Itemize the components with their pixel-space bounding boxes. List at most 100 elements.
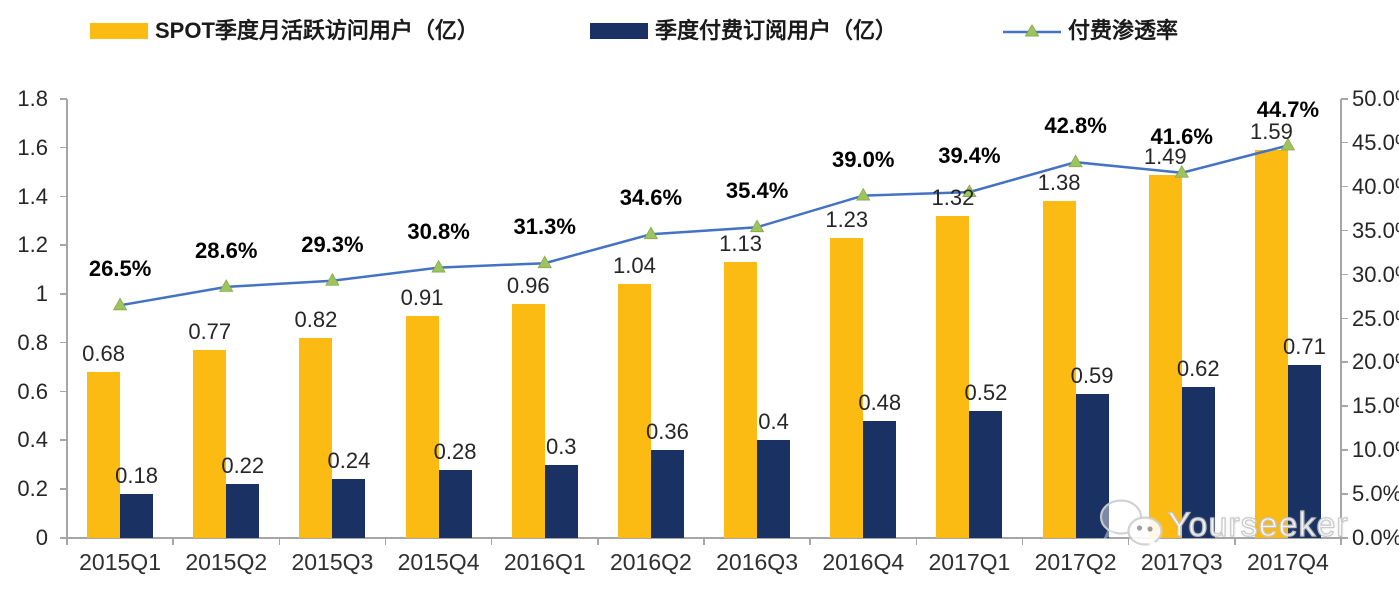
y-axis-right-tick-mark bbox=[1341, 449, 1348, 451]
subscriber-bar bbox=[1075, 394, 1109, 538]
wechat-icon bbox=[1099, 499, 1163, 549]
penetration-rate-label: 34.6% bbox=[619, 185, 683, 211]
y-axis-left-tick-label: 1.8 bbox=[17, 86, 48, 111]
x-axis-tick-label: 2015Q2 bbox=[185, 549, 268, 575]
mau-bar-label: 1.32 bbox=[931, 185, 975, 211]
penetration-rate-label: 28.6% bbox=[195, 237, 258, 263]
penetration-marker bbox=[643, 226, 659, 240]
y-axis-left-tick-mark bbox=[60, 390, 67, 393]
y-axis-left-tick-mark bbox=[60, 146, 67, 149]
subscriber-bar-label: 0.62 bbox=[1176, 355, 1220, 381]
penetration-marker bbox=[112, 297, 128, 311]
x-axis-tick-label: 2017Q1 bbox=[928, 549, 1011, 575]
y-axis-left-tick-mark bbox=[60, 488, 67, 490]
legend-line-marker-icon bbox=[1003, 24, 1061, 37]
penetration-marker bbox=[1068, 154, 1083, 168]
y-axis-left-tick-mark bbox=[60, 195, 67, 198]
penetration-rate-label: 26.5% bbox=[88, 256, 152, 282]
subscriber-bar bbox=[120, 494, 154, 538]
penetration-marker bbox=[219, 279, 234, 292]
x-axis-tick-label: 2017Q2 bbox=[1034, 549, 1117, 575]
mau-bar bbox=[87, 372, 121, 538]
subscriber-bar bbox=[863, 420, 897, 538]
x-axis-tick-mark bbox=[597, 538, 599, 545]
penetration-rate-label: 31.3% bbox=[513, 214, 576, 240]
subscriber-bar-label: 0.36 bbox=[645, 419, 689, 445]
penetration-marker bbox=[537, 255, 552, 269]
legend-swatch-subscribers bbox=[590, 23, 648, 39]
mau-bar bbox=[511, 303, 545, 538]
x-axis-tick-mark bbox=[490, 538, 493, 545]
x-axis-tick-label: 2016Q3 bbox=[716, 549, 798, 575]
watermark-text: Yourseeker bbox=[1167, 505, 1349, 544]
subscriber-bar bbox=[757, 440, 791, 538]
y-axis-left-tick-label: 0.2 bbox=[17, 476, 48, 502]
y-axis-right-tick-label: 10.0% bbox=[1352, 437, 1399, 463]
y-axis-right-tick-mark bbox=[1341, 493, 1348, 495]
subscriber-bar bbox=[438, 469, 472, 538]
legend-mau: SPOT季度月活跃访问用户（亿） bbox=[90, 20, 479, 42]
legend-label-penetration: 付费渗透率 bbox=[1068, 18, 1179, 43]
y-axis-right-tick-label: 5.0% bbox=[1352, 481, 1399, 507]
x-axis-tick-label: 2015Q1 bbox=[79, 549, 161, 575]
x-axis-tick-mark bbox=[1234, 538, 1236, 545]
mau-bar bbox=[617, 284, 651, 538]
y-axis-left-tick-label: 0.4 bbox=[17, 427, 48, 453]
x-axis-tick-mark bbox=[703, 538, 705, 545]
y-axis-right-tick-label: 50.0% bbox=[1352, 86, 1399, 111]
subscriber-bar bbox=[969, 411, 1003, 538]
mau-bar bbox=[193, 350, 227, 538]
watermark: Yourseeker bbox=[1096, 494, 1349, 556]
y-axis-right-tick-mark bbox=[1341, 229, 1348, 232]
x-axis-tick-mark bbox=[809, 538, 811, 545]
x-axis-tick-mark bbox=[66, 538, 68, 545]
x-axis-tick-label: 2017Q3 bbox=[1140, 549, 1223, 575]
penetration-marker bbox=[856, 187, 871, 201]
y-axis-right-tick-label: 20.0% bbox=[1352, 349, 1399, 375]
mau-bar-label: 1.04 bbox=[612, 253, 656, 279]
mau-bar bbox=[936, 216, 970, 538]
penetration-marker bbox=[325, 272, 340, 286]
x-axis-tick-label: 2017Q4 bbox=[1246, 549, 1329, 575]
subscriber-bar-label: 0.28 bbox=[433, 438, 477, 464]
subscriber-bar bbox=[650, 450, 684, 538]
y-axis-right-tick-label: 30.0% bbox=[1352, 261, 1399, 287]
y-axis-left-tick-label: 0.8 bbox=[17, 329, 48, 355]
penetration-rate-label: 39.0% bbox=[832, 146, 895, 172]
y-axis-left-tick-mark bbox=[60, 293, 67, 295]
subscriber-bar-label: 0.59 bbox=[1070, 363, 1114, 389]
penetration-rate-label: 30.8% bbox=[407, 218, 470, 244]
legend-subscribers: 季度付费订阅用户（亿） bbox=[590, 20, 897, 42]
penetration-rate-label: 35.4% bbox=[725, 178, 789, 204]
x-axis-tick-mark bbox=[1340, 538, 1342, 545]
y-axis-right-tick-mark bbox=[1341, 537, 1348, 539]
subscriber-bar bbox=[544, 464, 578, 538]
y-axis-left-tick-label: 1.2 bbox=[17, 232, 48, 258]
mau-bar-label: 0.68 bbox=[82, 341, 125, 367]
mau-bar-label: 1.13 bbox=[719, 231, 762, 257]
penetration-marker bbox=[749, 219, 765, 233]
y-axis-right-tick-mark bbox=[1341, 405, 1348, 407]
y-axis-right-tick-label: 35.0% bbox=[1352, 217, 1399, 243]
y-axis-right-tick-label: 25.0% bbox=[1352, 305, 1399, 331]
subscriber-bar-label: 0.52 bbox=[964, 380, 1008, 406]
penetration-rate-label: 29.3% bbox=[301, 231, 364, 257]
legend-swatch-mau bbox=[90, 23, 148, 39]
subscriber-bar bbox=[1287, 364, 1321, 538]
penetration-rate-label: 41.6% bbox=[1150, 123, 1213, 149]
x-axis-tick-mark bbox=[172, 538, 174, 545]
mau-bar-label: 0.96 bbox=[506, 272, 550, 298]
legend-label-mau: SPOT季度月活跃访问用户（亿） bbox=[155, 18, 479, 43]
y-axis-right-tick-mark bbox=[1341, 185, 1348, 188]
x-axis-tick-label: 2016Q1 bbox=[503, 549, 586, 575]
mau-bar bbox=[405, 316, 439, 538]
y-axis-left-tick-label: 1.4 bbox=[17, 183, 48, 209]
y-axis-right-tick-label: 15.0% bbox=[1352, 393, 1399, 419]
y-axis-left-tick-label: 1.6 bbox=[17, 134, 48, 160]
x-axis-tick-label: 2015Q4 bbox=[397, 549, 480, 575]
y-axis-left-tick-mark bbox=[60, 98, 67, 100]
subscriber-bar bbox=[332, 479, 366, 538]
penetration-rate-label: 39.4% bbox=[938, 143, 1001, 169]
subscriber-bar bbox=[226, 484, 260, 538]
mau-bar bbox=[830, 238, 864, 538]
